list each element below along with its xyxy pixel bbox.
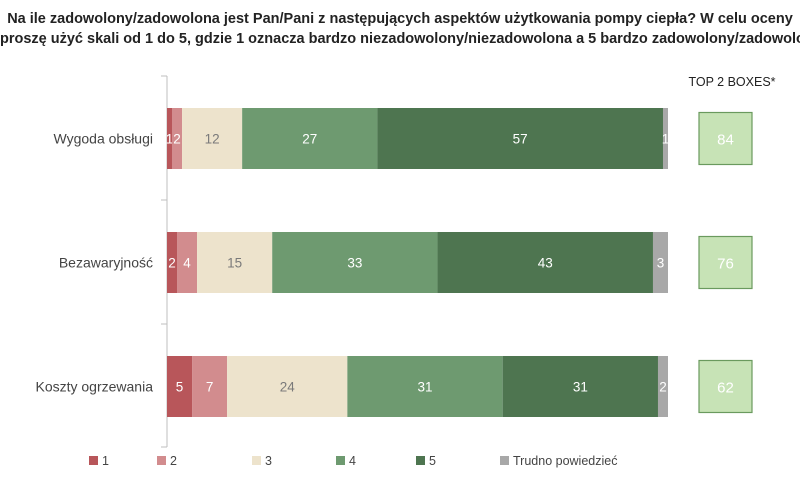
top2-header: TOP 2 BOXES* [688,75,775,89]
legend-label: 2 [170,454,177,468]
bar-value-label: 3 [657,256,665,271]
legend-swatch [500,456,509,465]
bar-value-label: 7 [206,380,214,395]
bar-segment [502,356,658,417]
bar-value-label: 33 [347,256,362,271]
chart-title-line-2: proszę użyć skali od 1 do 5, gdzie 1 ozn… [0,31,800,47]
bar-value-label: 1 [166,132,174,147]
top2-box [698,235,753,290]
bar-segment [652,232,668,293]
bar-value-label: 2 [173,132,181,147]
bar-segment [437,232,653,293]
bar-segment [177,232,198,293]
legend-swatch [336,456,345,465]
bar-segment [167,232,178,293]
legend-swatch [252,456,261,465]
bar-value-label: 15 [227,256,242,271]
bar-value-label: 31 [573,380,588,395]
top2-value: 84 [717,132,734,149]
bar-value-label: 5 [176,380,184,395]
bar-segment [227,356,348,417]
bar-segment [167,356,193,417]
bar-segment [182,108,243,169]
bar-segment [662,108,668,169]
legend-swatch [89,456,98,465]
category-label: Wygoda obsługi [54,131,154,147]
bar-value-label: 4 [183,256,191,271]
category-label: Bezawaryjność [59,255,153,271]
bar-segment [192,356,228,417]
legend-label: Trudno powiedzieć [513,454,617,468]
bar-value-label: 2 [659,380,667,395]
bar-segment [167,108,173,169]
bar-value-label: 31 [417,380,432,395]
bar-segment [377,108,663,169]
legend-swatch [416,456,425,465]
bar-value-label: 24 [280,380,296,395]
legend-label: 1 [102,454,109,468]
top2-value: 76 [717,256,734,273]
bar-segment [347,356,503,417]
category-label: Koszty ogrzewania [35,379,153,395]
bar-segment [272,232,438,293]
bar-value-label: 12 [205,132,220,147]
bar-segment [657,356,668,417]
bar-value-label: 2 [168,256,176,271]
bar-segment [197,232,273,293]
bar-segment [242,108,378,169]
bar-value-label: 27 [302,132,317,147]
legend-swatch [157,456,166,465]
chart-title-line-1: Na ile zadowolony/zadowolona jest Pan/Pa… [7,11,793,27]
legend-label: 4 [349,454,356,468]
legend-label: 3 [265,454,272,468]
bar-value-label: 43 [538,256,553,271]
top2-value: 62 [717,380,734,397]
legend-label: 5 [429,454,436,468]
bar-value-label: 1 [662,132,670,147]
bar-value-label: 57 [513,132,528,147]
top2-box [698,359,753,414]
chart-title: Na ile zadowolony/zadowolona jest Pan/Pa… [0,9,800,49]
bar-segment [172,108,183,169]
top2-box [698,111,753,166]
